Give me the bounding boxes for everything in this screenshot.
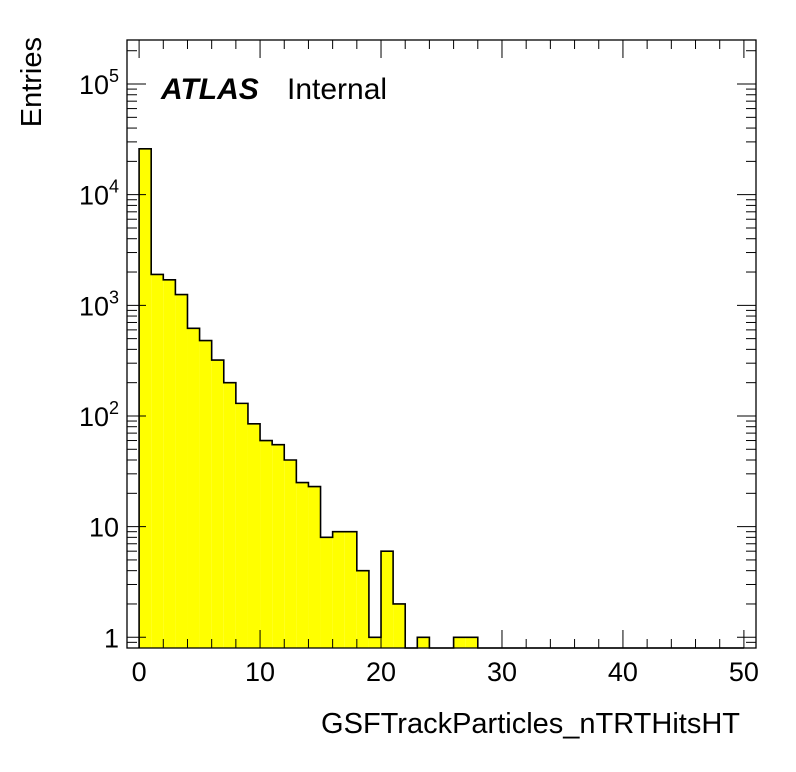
y-tick-label: 105 bbox=[79, 66, 119, 100]
y-tick-label: 1 bbox=[104, 623, 119, 653]
histogram-bar bbox=[223, 382, 236, 648]
x-tick-label: 0 bbox=[132, 657, 147, 687]
histogram-bar bbox=[308, 486, 321, 648]
x-tick-label: 30 bbox=[487, 657, 517, 687]
y-tick-label: 104 bbox=[79, 177, 119, 211]
y-axis-title: Entries bbox=[16, 37, 48, 127]
histogram-bar bbox=[465, 637, 478, 648]
x-tick-label: 50 bbox=[729, 657, 759, 687]
bars-layer bbox=[138, 147, 744, 649]
histogram-bar bbox=[344, 531, 357, 648]
y-tick-label: 103 bbox=[79, 287, 119, 321]
y-tick-label: 102 bbox=[79, 398, 119, 432]
histogram-bar bbox=[332, 531, 345, 648]
histogram-bar bbox=[320, 537, 333, 648]
histogram-bar bbox=[296, 482, 309, 648]
plot-frame bbox=[126, 39, 757, 649]
atlas-label: ATLAS bbox=[160, 73, 259, 106]
histogram-bar bbox=[417, 637, 430, 648]
x-tick-label: 20 bbox=[366, 657, 396, 687]
histogram-bar bbox=[187, 328, 200, 648]
internal-label: Internal bbox=[287, 73, 387, 106]
axes-layer bbox=[126, 39, 757, 649]
histogram-bar bbox=[284, 460, 297, 648]
histogram-bar bbox=[139, 148, 152, 648]
histogram-bar bbox=[247, 423, 261, 648]
x-axis-title: GSFTrackParticles_nTRTHitsHT bbox=[321, 708, 740, 740]
histogram-bar bbox=[453, 637, 466, 648]
histogram-bar bbox=[368, 637, 382, 648]
labels-layer: 0 10 20 30 40 50 1 10 102 103 104 105 bbox=[79, 66, 759, 687]
histogram-bar bbox=[260, 440, 273, 648]
histogram-bar bbox=[235, 403, 248, 648]
y-tick-label: 10 bbox=[89, 513, 119, 543]
histogram-bar bbox=[381, 551, 394, 648]
histogram-bar bbox=[272, 444, 285, 648]
histogram-bar bbox=[151, 274, 164, 648]
histogram-bar bbox=[393, 603, 406, 648]
histogram-bar bbox=[175, 294, 188, 648]
x-tick-label: 40 bbox=[608, 657, 638, 687]
histogram-bar bbox=[199, 340, 212, 648]
histogram-bar bbox=[211, 360, 224, 648]
histogram-bar bbox=[356, 570, 369, 648]
x-tick-label: 10 bbox=[245, 657, 275, 687]
histogram-bar bbox=[163, 279, 176, 648]
